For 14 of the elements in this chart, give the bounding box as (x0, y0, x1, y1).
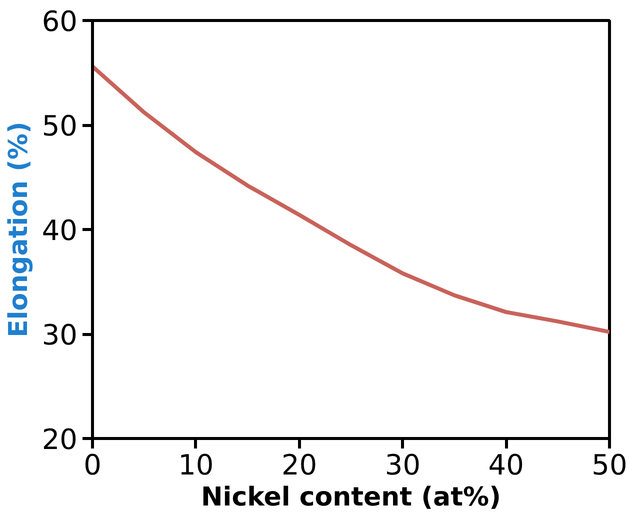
y-tick-label: 50 (42, 110, 78, 142)
x-tick-label: 50 (592, 448, 628, 482)
y-tick-label: 20 (42, 423, 78, 456)
y-axis-title: Elongation (%) (4, 122, 34, 338)
y-tick-label: 60 (42, 5, 78, 38)
y-tick-label: 30 (42, 318, 78, 352)
x-tick-label: 10 (178, 448, 214, 482)
x-tick-label: 0 (84, 448, 102, 482)
x-tick-label: 30 (384, 448, 421, 482)
y-tick-label: 40 (42, 214, 78, 247)
x-tick-label: 20 (281, 448, 318, 482)
x-tick-label: 40 (488, 448, 524, 482)
x-axis-title: Nickel content (at%) (201, 482, 501, 512)
line-series (92, 64, 610, 334)
